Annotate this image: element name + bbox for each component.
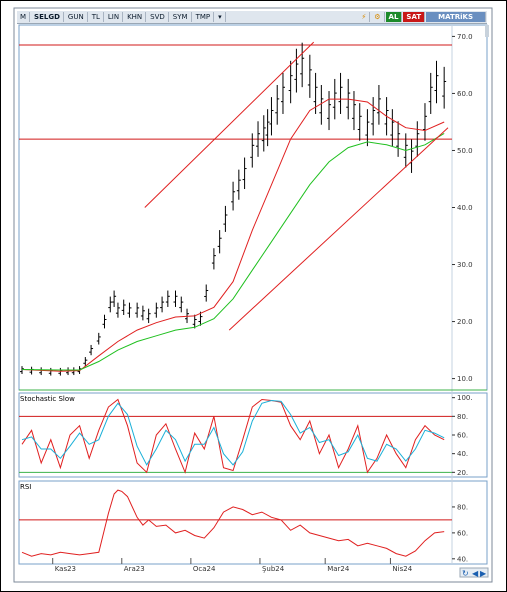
settings-icon[interactable]: ⚙ bbox=[371, 12, 385, 22]
rsi-tick-label-60: 60. bbox=[457, 529, 468, 537]
inner-border bbox=[13, 7, 493, 583]
view-button-khn[interactable]: KHN bbox=[124, 12, 147, 22]
price-tick-label-70: 70.0 bbox=[457, 33, 473, 41]
price-tick-label-10: 10.0 bbox=[457, 375, 473, 383]
scroll-right-icon[interactable]: ▶ bbox=[480, 569, 487, 578]
price-ma-fast-0 bbox=[21, 98, 445, 372]
price-panel: 10.0 20.0 30.0 40.0 50.0 60.0 70.0 bbox=[19, 33, 473, 383]
stoch-stoch-d bbox=[21, 399, 445, 466]
stoch-tick-label-20: 20. bbox=[457, 469, 468, 477]
x-axis: Kas23 Ara23 Oca24 Şub24 Mar24 Nis24 bbox=[52, 558, 413, 573]
rsi-tick-label-80: 80. bbox=[457, 503, 468, 511]
price-tick-label-30: 30.0 bbox=[457, 261, 473, 269]
sell-button[interactable]: SAT bbox=[403, 12, 426, 22]
scale-button[interactable]: LIN bbox=[105, 12, 124, 22]
chart-toolbar: M SELGD GUN TL LIN KHN SVD SYM TMP ▾ ⚡ ⚙… bbox=[17, 11, 487, 24]
view-button-svd[interactable]: SVD bbox=[147, 12, 169, 22]
price-ma-slow-1 bbox=[21, 132, 445, 371]
view-button-tmp[interactable]: TMP bbox=[193, 12, 215, 22]
view-button-sym[interactable]: SYM bbox=[170, 12, 192, 22]
nav-buttons bbox=[459, 567, 489, 578]
rsi-panel: 40. 60. 80. bbox=[19, 489, 468, 563]
x-tick-label-4: Mar24 bbox=[327, 565, 350, 573]
x-tick-label-1: Ara23 bbox=[124, 565, 145, 573]
rsi-tick-label-40: 40. bbox=[457, 555, 468, 563]
scroll-left-icon[interactable]: ◀ bbox=[472, 569, 479, 578]
brand-logo: MATRiKS bbox=[426, 12, 486, 22]
price-trendline-3 bbox=[228, 127, 449, 331]
stochastic-panel: 20. 40. 60. 80. 100. bbox=[19, 394, 473, 477]
price-tick-label-20: 20.0 bbox=[457, 318, 473, 326]
x-tick-label-2: Oca24 bbox=[193, 565, 216, 573]
rsi-title: RSI bbox=[20, 483, 31, 491]
price-tick-label-40: 40.0 bbox=[457, 204, 473, 212]
buy-button[interactable]: AL bbox=[385, 12, 403, 22]
stochastic-panel-frame bbox=[18, 392, 488, 478]
vertical-scrollbar[interactable] bbox=[485, 25, 489, 37]
stoch-stoch-k bbox=[21, 398, 445, 474]
menu-button[interactable]: M bbox=[17, 12, 31, 22]
x-tick-label-5: Nis24 bbox=[392, 565, 412, 573]
symbol-selector[interactable]: SELGD bbox=[31, 12, 64, 22]
price-tick-label-60: 60.0 bbox=[457, 90, 473, 98]
rsi-panel-frame bbox=[18, 480, 488, 565]
lightning-icon[interactable]: ⚡ bbox=[358, 12, 371, 22]
stochastic-title: Stochastic Slow bbox=[20, 395, 75, 403]
dropdown-arrow-icon[interactable]: ▾ bbox=[215, 12, 226, 22]
period-button[interactable]: GUN bbox=[65, 12, 88, 22]
stoch-tick-label-40: 40. bbox=[457, 450, 468, 458]
price-tick-label-50: 50.0 bbox=[457, 147, 473, 155]
price-panel-frame bbox=[18, 24, 488, 391]
x-tick-label-0: Kas23 bbox=[55, 565, 76, 573]
rsi-line bbox=[21, 489, 445, 557]
currency-button[interactable]: TL bbox=[89, 12, 104, 22]
x-tick-label-3: Şub24 bbox=[262, 565, 285, 573]
stoch-tick-label-80: 80. bbox=[457, 413, 468, 421]
stoch-tick-label-60: 60. bbox=[457, 432, 468, 440]
stoch-tick-label-100: 100. bbox=[457, 394, 473, 402]
price-trendline-2 bbox=[144, 41, 315, 208]
refresh-icon[interactable]: ↻ bbox=[462, 569, 469, 578]
